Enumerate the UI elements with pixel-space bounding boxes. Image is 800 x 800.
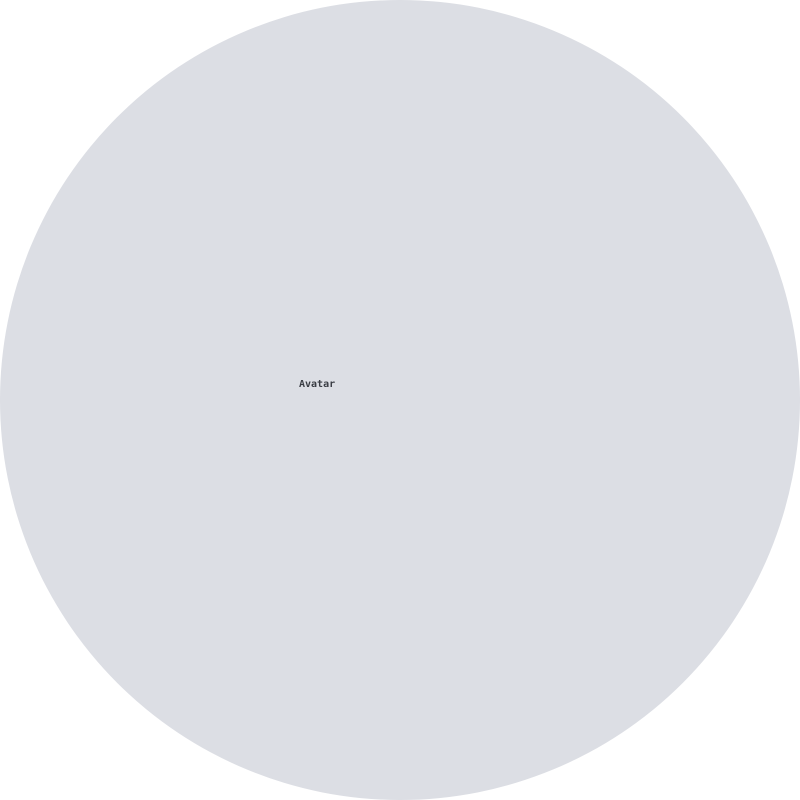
avatar-alt-text: Avatar <box>299 379 336 390</box>
